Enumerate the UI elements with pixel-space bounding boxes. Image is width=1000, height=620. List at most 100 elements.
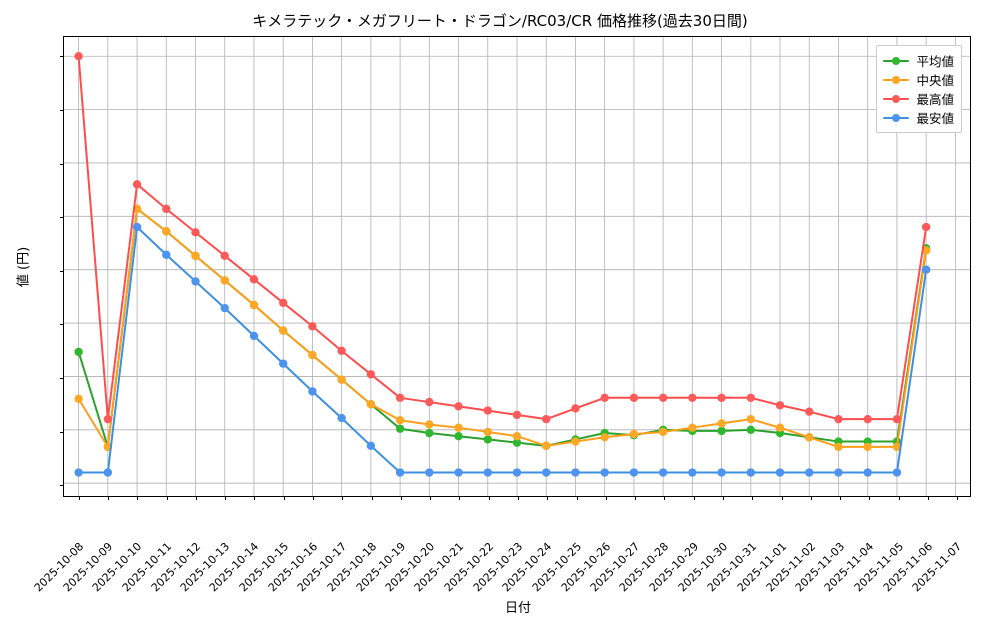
x-tick-mark (195, 496, 197, 500)
data-point-marker (834, 414, 843, 424)
data-point-marker (454, 468, 463, 477)
data-point-marker (395, 468, 405, 477)
data-point-marker (921, 222, 931, 232)
y-tick-mark (60, 217, 64, 219)
x-tick-mark (869, 496, 871, 500)
data-point-marker (425, 468, 434, 477)
x-tick-mark (752, 496, 754, 500)
data-point-marker (279, 326, 288, 335)
y-tick-mark (60, 485, 64, 487)
x-tick-mark (957, 496, 959, 500)
data-point-marker (74, 347, 83, 357)
data-point-marker (775, 401, 785, 410)
y-tick-mark (60, 377, 64, 379)
x-tick-mark (488, 496, 490, 500)
data-point-marker (162, 250, 171, 259)
legend-item[interactable]: 最安値 (883, 108, 954, 127)
x-tick-mark (78, 496, 80, 500)
data-point-marker (542, 441, 551, 451)
series-line (77, 207, 928, 448)
data-point-marker (717, 468, 726, 477)
data-point-marker (103, 468, 113, 477)
data-point-marker (279, 298, 288, 307)
chart-legend: 平均値中央値最高値最安値 (876, 45, 962, 133)
y-tick-mark (60, 324, 64, 326)
legend-label: 中央値 (916, 73, 954, 88)
x-tick-mark (225, 496, 227, 500)
data-point-marker (658, 393, 668, 402)
x-tick-mark (810, 496, 812, 500)
x-tick-mark (576, 496, 578, 500)
data-point-marker (512, 432, 522, 441)
data-point-marker (337, 375, 346, 384)
data-point-marker (132, 222, 142, 232)
data-point-marker (892, 468, 902, 477)
data-point-marker (746, 425, 755, 435)
data-point-marker (162, 227, 171, 236)
data-point-marker (74, 394, 83, 404)
y-tick-mark (60, 431, 64, 433)
data-point-marker (775, 423, 785, 432)
x-tick-mark (283, 496, 285, 500)
data-point-marker (191, 251, 200, 261)
data-point-marker (103, 414, 113, 424)
data-point-marker (688, 468, 697, 477)
x-tick-mark (137, 496, 139, 500)
data-point-marker (892, 442, 902, 452)
data-point-marker (249, 300, 259, 310)
data-point-marker (805, 407, 814, 416)
x-tick-mark (664, 496, 666, 500)
data-point-marker (74, 52, 83, 61)
data-point-marker (571, 437, 580, 446)
y-tick-mark (60, 163, 64, 165)
data-point-marker (337, 413, 346, 423)
x-tick-mark (518, 496, 519, 500)
data-point-marker (191, 277, 200, 286)
data-point-marker (308, 387, 317, 396)
x-tick-mark (840, 496, 842, 500)
data-point-marker (74, 468, 83, 477)
legend-swatch-icon (883, 93, 910, 105)
data-point-marker (746, 414, 755, 424)
data-point-marker (395, 393, 405, 402)
plot-area: 100150200250300350400450500 2025-10-0820… (17, 36, 971, 616)
data-point-marker (658, 427, 668, 437)
legend-swatch-icon (883, 55, 910, 67)
legend-label: 最高値 (916, 92, 954, 107)
data-point-marker (366, 400, 376, 409)
data-point-marker (863, 414, 872, 424)
data-point-marker (629, 468, 639, 477)
data-point-marker (717, 393, 726, 402)
data-point-marker (600, 393, 609, 402)
data-point-marker (308, 322, 317, 331)
data-point-marker (425, 428, 434, 438)
data-point-marker (220, 251, 229, 261)
data-point-marker (863, 468, 872, 477)
series-line (77, 226, 928, 474)
data-point-marker (717, 426, 726, 436)
legend-label: 最安値 (916, 111, 954, 126)
legend-item[interactable]: 平均値 (883, 51, 954, 70)
x-tick-mark (693, 496, 695, 500)
x-tick-mark (430, 496, 432, 500)
data-point-marker (775, 468, 785, 477)
data-point-marker (600, 468, 609, 477)
legend-item[interactable]: 最高値 (883, 89, 954, 108)
data-point-marker (220, 276, 229, 285)
y-tick-mark (60, 109, 64, 111)
data-point-marker (191, 228, 200, 237)
x-tick-mark (107, 496, 109, 500)
data-point-marker (512, 410, 522, 420)
x-tick-mark (342, 496, 344, 500)
x-tick-mark (371, 496, 373, 500)
legend-item[interactable]: 中央値 (883, 70, 954, 89)
data-point-marker (658, 468, 668, 477)
data-point-marker (512, 468, 522, 477)
data-point-marker (483, 406, 492, 415)
data-point-marker (834, 468, 843, 477)
series-line (77, 55, 928, 421)
x-tick-mark (312, 496, 314, 500)
data-point-marker (629, 393, 639, 402)
data-point-marker (132, 180, 142, 189)
data-point-marker (805, 468, 814, 477)
